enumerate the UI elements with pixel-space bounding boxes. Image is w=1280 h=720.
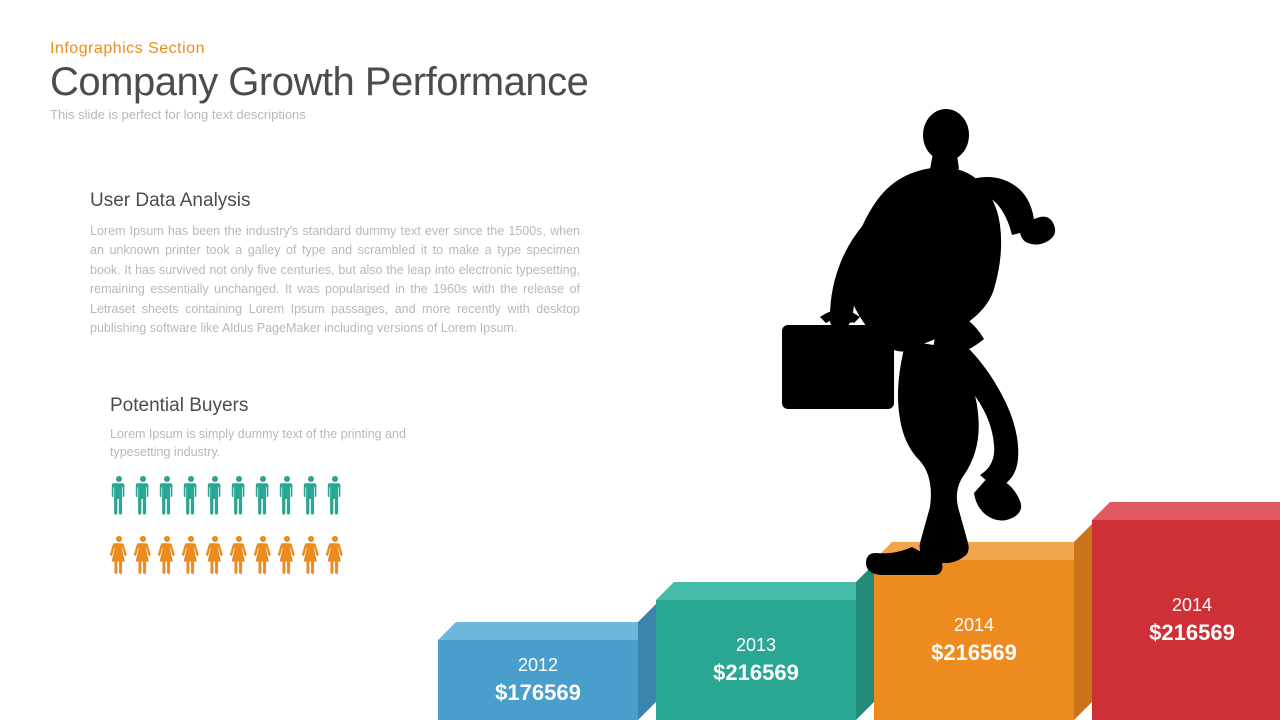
analysis-title: User Data Analysis (90, 190, 580, 212)
analysis-body: Lorem Ipsum has been the industry's stan… (90, 222, 580, 338)
chart-bar: 2012 $176569 (438, 640, 638, 720)
chart-bar: 2014 $216569 (874, 560, 1074, 720)
buyers-title: Potential Buyers (110, 395, 450, 417)
bar-value-label: $176569 (495, 680, 581, 706)
slide-subtitle: This slide is perfect for long text desc… (50, 107, 588, 122)
slide-title: Company Growth Performance (50, 60, 588, 105)
bar-year-label: 2012 (518, 655, 558, 676)
bar-year-label: 2014 (954, 615, 994, 636)
chart-bar: 2014 $216569 (1092, 520, 1280, 720)
bar-value-label: $216569 (713, 660, 799, 686)
bar-year-label: 2013 (736, 635, 776, 656)
chart-bar: 2013 $216569 (656, 600, 856, 720)
section-label: Infographics Section (50, 40, 588, 58)
analysis-block: User Data Analysis Lorem Ipsum has been … (90, 190, 580, 338)
slide-header: Infographics Section Company Growth Perf… (50, 40, 588, 122)
businessman-silhouette-icon (690, 95, 1060, 575)
bar-value-label: $216569 (931, 640, 1017, 666)
growth-step-chart: 2012 $176569 2013 $216569 2014 $216569 2… (0, 420, 1280, 720)
bar-year-label: 2014 (1172, 595, 1212, 616)
bar-value-label: $216569 (1149, 620, 1235, 646)
